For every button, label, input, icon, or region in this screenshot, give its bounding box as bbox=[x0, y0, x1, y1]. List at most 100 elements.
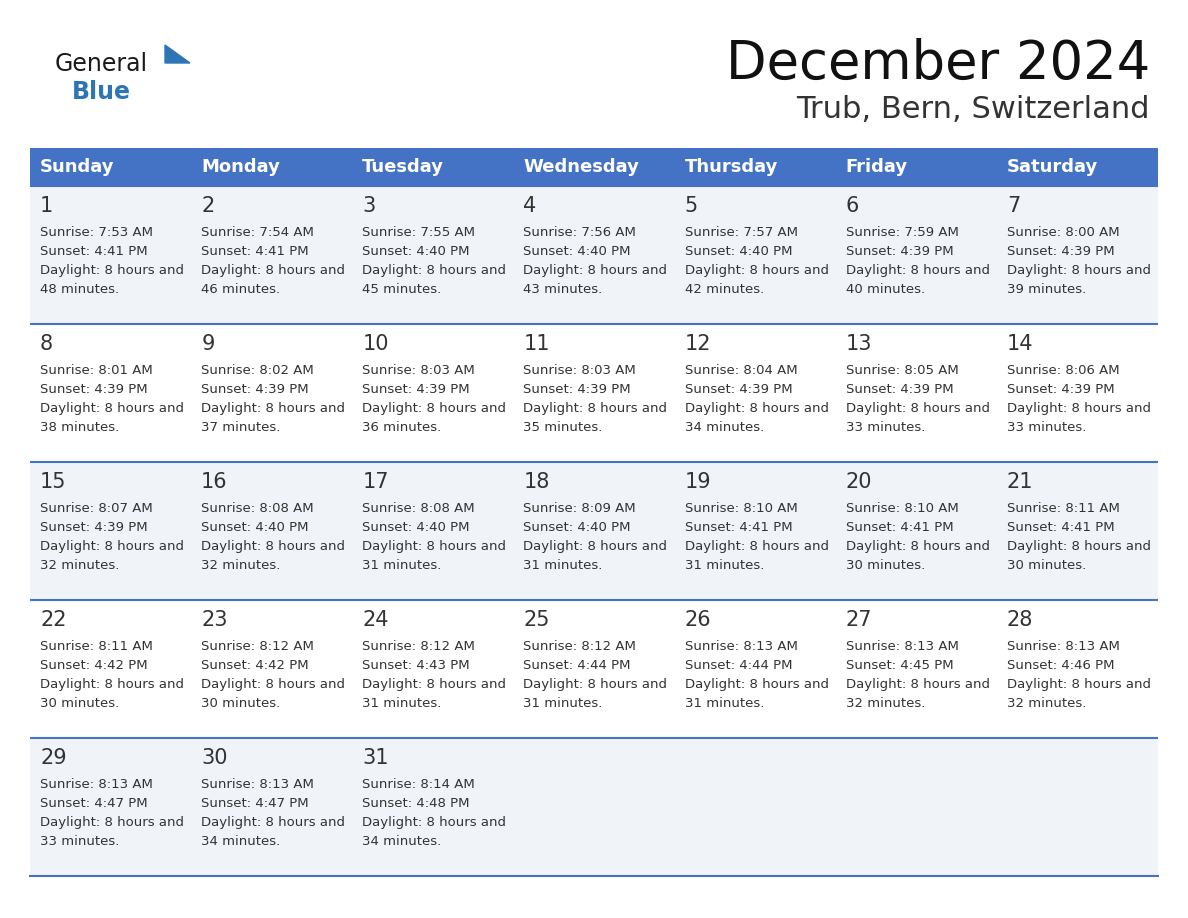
Text: 1: 1 bbox=[40, 196, 53, 216]
Text: Sunrise: 8:12 AM: Sunrise: 8:12 AM bbox=[362, 640, 475, 653]
Text: Tuesday: Tuesday bbox=[362, 158, 444, 176]
Text: Daylight: 8 hours and: Daylight: 8 hours and bbox=[1007, 264, 1151, 277]
Text: 4: 4 bbox=[524, 196, 537, 216]
Text: Daylight: 8 hours and: Daylight: 8 hours and bbox=[1007, 540, 1151, 553]
Text: Daylight: 8 hours and: Daylight: 8 hours and bbox=[846, 540, 990, 553]
Text: 11: 11 bbox=[524, 334, 550, 354]
Text: 36 minutes.: 36 minutes. bbox=[362, 421, 442, 434]
Bar bbox=[30, 186, 1158, 324]
Text: Daylight: 8 hours and: Daylight: 8 hours and bbox=[524, 264, 668, 277]
Text: Sunset: 4:40 PM: Sunset: 4:40 PM bbox=[524, 245, 631, 258]
Text: Daylight: 8 hours and: Daylight: 8 hours and bbox=[201, 540, 346, 553]
Text: 32 minutes.: 32 minutes. bbox=[846, 697, 925, 710]
Text: Daylight: 8 hours and: Daylight: 8 hours and bbox=[684, 402, 828, 415]
Text: Sunset: 4:41 PM: Sunset: 4:41 PM bbox=[846, 521, 953, 534]
Text: 34 minutes.: 34 minutes. bbox=[201, 835, 280, 848]
Text: 24: 24 bbox=[362, 610, 388, 630]
Text: Sunrise: 8:13 AM: Sunrise: 8:13 AM bbox=[201, 778, 314, 791]
Text: Sunrise: 7:59 AM: Sunrise: 7:59 AM bbox=[846, 226, 959, 239]
Text: Sunrise: 8:08 AM: Sunrise: 8:08 AM bbox=[201, 502, 314, 515]
Text: 30 minutes.: 30 minutes. bbox=[201, 697, 280, 710]
Text: 34 minutes.: 34 minutes. bbox=[684, 421, 764, 434]
Text: Daylight: 8 hours and: Daylight: 8 hours and bbox=[201, 678, 346, 691]
Text: Saturday: Saturday bbox=[1007, 158, 1098, 176]
Text: Monday: Monday bbox=[201, 158, 280, 176]
Text: 30 minutes.: 30 minutes. bbox=[40, 697, 119, 710]
Text: 23: 23 bbox=[201, 610, 228, 630]
Text: Sunset: 4:41 PM: Sunset: 4:41 PM bbox=[684, 521, 792, 534]
Text: 17: 17 bbox=[362, 472, 388, 492]
Text: Sunrise: 8:03 AM: Sunrise: 8:03 AM bbox=[524, 364, 637, 377]
Text: 18: 18 bbox=[524, 472, 550, 492]
Text: Sunrise: 8:09 AM: Sunrise: 8:09 AM bbox=[524, 502, 636, 515]
Text: 31 minutes.: 31 minutes. bbox=[684, 697, 764, 710]
Text: Daylight: 8 hours and: Daylight: 8 hours and bbox=[362, 540, 506, 553]
Text: Sunrise: 7:54 AM: Sunrise: 7:54 AM bbox=[201, 226, 314, 239]
Text: Sunset: 4:39 PM: Sunset: 4:39 PM bbox=[1007, 245, 1114, 258]
Text: 6: 6 bbox=[846, 196, 859, 216]
Text: Sunset: 4:48 PM: Sunset: 4:48 PM bbox=[362, 797, 469, 810]
Text: 31: 31 bbox=[362, 748, 388, 768]
Text: Sunset: 4:39 PM: Sunset: 4:39 PM bbox=[40, 383, 147, 396]
Text: Daylight: 8 hours and: Daylight: 8 hours and bbox=[201, 816, 346, 829]
Text: Sunrise: 7:53 AM: Sunrise: 7:53 AM bbox=[40, 226, 153, 239]
Text: Sunset: 4:39 PM: Sunset: 4:39 PM bbox=[524, 383, 631, 396]
Text: 30 minutes.: 30 minutes. bbox=[1007, 559, 1086, 572]
Text: 9: 9 bbox=[201, 334, 215, 354]
Text: 7: 7 bbox=[1007, 196, 1020, 216]
Text: Sunrise: 8:10 AM: Sunrise: 8:10 AM bbox=[684, 502, 797, 515]
Text: 15: 15 bbox=[40, 472, 67, 492]
Text: Sunrise: 8:05 AM: Sunrise: 8:05 AM bbox=[846, 364, 959, 377]
Text: Sunrise: 7:56 AM: Sunrise: 7:56 AM bbox=[524, 226, 637, 239]
Text: 33 minutes.: 33 minutes. bbox=[846, 421, 925, 434]
Text: Daylight: 8 hours and: Daylight: 8 hours and bbox=[524, 540, 668, 553]
Text: 39 minutes.: 39 minutes. bbox=[1007, 283, 1086, 296]
Text: 16: 16 bbox=[201, 472, 228, 492]
Text: Sunset: 4:41 PM: Sunset: 4:41 PM bbox=[1007, 521, 1114, 534]
Text: Sunrise: 8:04 AM: Sunrise: 8:04 AM bbox=[684, 364, 797, 377]
Text: Daylight: 8 hours and: Daylight: 8 hours and bbox=[524, 678, 668, 691]
Text: Sunrise: 8:13 AM: Sunrise: 8:13 AM bbox=[40, 778, 153, 791]
Text: 27: 27 bbox=[846, 610, 872, 630]
Text: 38 minutes.: 38 minutes. bbox=[40, 421, 119, 434]
Text: Sunset: 4:39 PM: Sunset: 4:39 PM bbox=[846, 245, 953, 258]
Text: 31 minutes.: 31 minutes. bbox=[684, 559, 764, 572]
Text: Daylight: 8 hours and: Daylight: 8 hours and bbox=[40, 678, 184, 691]
Text: General: General bbox=[55, 52, 148, 76]
Text: 48 minutes.: 48 minutes. bbox=[40, 283, 119, 296]
Text: Sunset: 4:44 PM: Sunset: 4:44 PM bbox=[524, 659, 631, 672]
Text: Daylight: 8 hours and: Daylight: 8 hours and bbox=[362, 816, 506, 829]
Text: Daylight: 8 hours and: Daylight: 8 hours and bbox=[524, 402, 668, 415]
Text: 30 minutes.: 30 minutes. bbox=[846, 559, 925, 572]
Bar bbox=[835, 148, 997, 186]
Text: Sunrise: 8:12 AM: Sunrise: 8:12 AM bbox=[201, 640, 314, 653]
Text: 3: 3 bbox=[362, 196, 375, 216]
Text: 33 minutes.: 33 minutes. bbox=[1007, 421, 1086, 434]
Text: Sunrise: 8:12 AM: Sunrise: 8:12 AM bbox=[524, 640, 637, 653]
Text: Friday: Friday bbox=[846, 158, 908, 176]
Text: Daylight: 8 hours and: Daylight: 8 hours and bbox=[362, 264, 506, 277]
Text: Sunset: 4:46 PM: Sunset: 4:46 PM bbox=[1007, 659, 1114, 672]
Text: 14: 14 bbox=[1007, 334, 1034, 354]
Text: Sunset: 4:40 PM: Sunset: 4:40 PM bbox=[201, 521, 309, 534]
Text: 32 minutes.: 32 minutes. bbox=[201, 559, 280, 572]
Text: Blue: Blue bbox=[72, 80, 131, 104]
Text: Daylight: 8 hours and: Daylight: 8 hours and bbox=[1007, 402, 1151, 415]
Text: Sunset: 4:47 PM: Sunset: 4:47 PM bbox=[201, 797, 309, 810]
Text: Sunrise: 8:06 AM: Sunrise: 8:06 AM bbox=[1007, 364, 1119, 377]
Text: Daylight: 8 hours and: Daylight: 8 hours and bbox=[201, 264, 346, 277]
Text: Sunrise: 8:08 AM: Sunrise: 8:08 AM bbox=[362, 502, 475, 515]
Text: 28: 28 bbox=[1007, 610, 1034, 630]
Text: 20: 20 bbox=[846, 472, 872, 492]
Bar bbox=[30, 324, 1158, 462]
Text: 12: 12 bbox=[684, 334, 712, 354]
Text: 2: 2 bbox=[201, 196, 214, 216]
Text: 31 minutes.: 31 minutes. bbox=[524, 559, 602, 572]
Text: Sunrise: 8:13 AM: Sunrise: 8:13 AM bbox=[684, 640, 797, 653]
Bar bbox=[30, 462, 1158, 600]
Bar bbox=[30, 600, 1158, 738]
Text: Sunrise: 8:02 AM: Sunrise: 8:02 AM bbox=[201, 364, 314, 377]
Text: Sunrise: 7:57 AM: Sunrise: 7:57 AM bbox=[684, 226, 797, 239]
Text: 31 minutes.: 31 minutes. bbox=[362, 697, 442, 710]
Text: 45 minutes.: 45 minutes. bbox=[362, 283, 442, 296]
